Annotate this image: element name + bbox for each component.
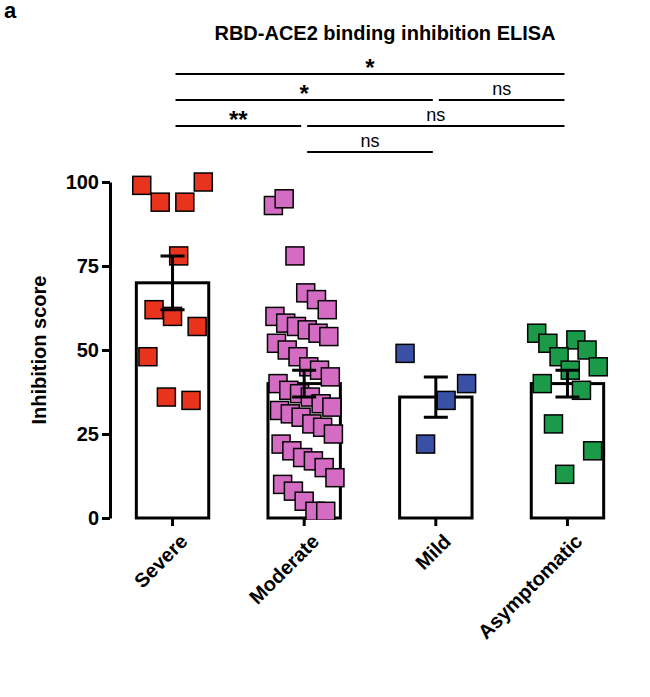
data-point: [326, 469, 344, 487]
y-tick: 25: [77, 423, 110, 445]
bar: [268, 384, 340, 518]
x-tick: Severe: [130, 518, 192, 592]
x-tick-label: Mild: [411, 530, 455, 574]
y-tick: 50: [77, 339, 110, 361]
data-point: [321, 368, 339, 386]
bar: [136, 283, 208, 518]
comparison-label: **: [229, 106, 248, 133]
y-tick: 75: [77, 255, 110, 277]
y-tick-mark: [102, 265, 110, 268]
comparison-line: [307, 151, 433, 153]
data-point: [286, 247, 304, 265]
data-point: [275, 190, 293, 208]
data-point: [544, 415, 562, 433]
data-point: [533, 375, 551, 393]
data-point: [458, 375, 476, 393]
y-tick-mark: [102, 349, 110, 352]
data-point: [318, 301, 336, 319]
x-tick: Mild: [411, 518, 455, 574]
y-tick-mark: [102, 181, 110, 184]
data-point: [396, 344, 414, 362]
data-point: [133, 176, 151, 194]
comparison-label: ns: [492, 79, 511, 99]
y-tick-label: 75: [77, 255, 99, 277]
x-tick: Asymptomatic: [474, 518, 587, 643]
comparison-label: *: [300, 80, 310, 107]
chart: a RBD-ACE2 binding inhibition ELISA Inhibi…: [0, 0, 650, 697]
data-point: [556, 465, 574, 483]
comparison-line: [439, 99, 565, 101]
x-tick: Moderate: [245, 518, 323, 608]
data-point: [437, 391, 455, 409]
error-bar: [161, 256, 185, 310]
data-point: [323, 398, 341, 416]
y-tick-mark: [102, 517, 110, 520]
y-tick-label: 25: [77, 423, 99, 445]
y-axis: 0 25 50 75 100: [66, 171, 111, 529]
comparison-label: *: [365, 54, 375, 81]
x-tick-label: Moderate: [245, 530, 323, 608]
data-point: [589, 358, 607, 376]
data-point: [194, 173, 212, 191]
x-tick-label: Severe: [130, 530, 192, 592]
x-axis: Severe Moderate Mild Asymptomatic: [130, 518, 587, 643]
y-tick-mark: [102, 433, 110, 436]
y-tick: 100: [66, 171, 110, 193]
error-bar: [292, 370, 316, 397]
data-point: [145, 301, 163, 319]
comparison-line: [307, 125, 564, 127]
data-point: [188, 317, 206, 335]
data-point: [176, 193, 194, 211]
data-point: [417, 435, 435, 453]
data-point: [320, 328, 338, 346]
data-point: [578, 341, 596, 359]
data-point: [324, 425, 342, 443]
comparison-label: ns: [360, 131, 379, 151]
y-tick-label: 0: [88, 507, 99, 529]
data-point: [139, 348, 157, 366]
plot-area: [133, 173, 607, 520]
x-tick-label: Asymptomatic: [474, 530, 587, 643]
bar: [531, 384, 603, 518]
y-axis-title: Inhibition score: [28, 276, 50, 425]
error-bar: [424, 377, 448, 417]
data-point: [157, 388, 175, 406]
title: RBD-ACE2 binding inhibition ELISA: [214, 22, 555, 44]
data-point: [584, 442, 602, 460]
panel-label: a: [4, 0, 17, 23]
error-bar: [555, 370, 579, 397]
data-point: [317, 502, 335, 520]
comparison-label: ns: [426, 105, 445, 125]
y-tick: 0: [88, 507, 110, 529]
y-tick-label: 50: [77, 339, 99, 361]
y-tick-label: 100: [66, 171, 99, 193]
data-point: [182, 391, 200, 409]
data-point: [151, 193, 169, 211]
